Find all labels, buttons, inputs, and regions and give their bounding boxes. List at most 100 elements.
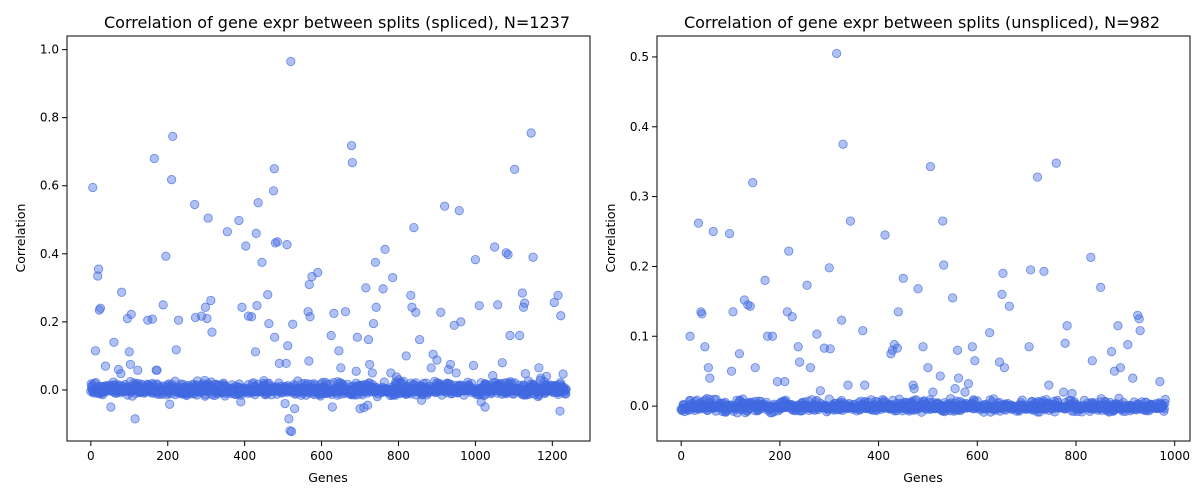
undefined-data-point: [352, 332, 362, 342]
undefined-data-point: [283, 341, 293, 351]
undefined-data-point: [1087, 356, 1097, 366]
undefined-data-point: [1032, 172, 1043, 182]
undefined-y-tick-label: 0.8: [40, 111, 59, 125]
undefined-data-point: [253, 198, 263, 208]
undefined-data-point: [845, 216, 856, 226]
undefined-data-point: [805, 363, 816, 373]
undefined-data-point: [948, 293, 958, 303]
undefined-data-point: [313, 267, 323, 278]
undefined-data-point: [268, 186, 279, 196]
undefined-data-point: [327, 402, 337, 412]
undefined-data-point: [326, 330, 336, 341]
undefined-data-point: [488, 371, 498, 381]
undefined-x-tick-label: 800: [1065, 449, 1088, 463]
undefined-y-tick-label: 0.4: [40, 247, 59, 261]
spliced-y-axis-label: Correlation: [13, 204, 28, 273]
undefined-y-tick-label: 0.1: [630, 329, 649, 343]
undefined-data-point: [90, 346, 101, 356]
undefined-x-tick-label: 400: [867, 449, 890, 463]
undefined-data-point: [1086, 252, 1096, 262]
undefined-data-point: [985, 328, 995, 338]
undefined-data-point: [347, 158, 357, 168]
undefined-data-point: [173, 315, 184, 325]
undefined-data-point: [913, 284, 923, 294]
undefined-data-point: [1044, 380, 1054, 390]
undefined-data-point: [351, 366, 361, 376]
undefined-data-point: [340, 307, 351, 317]
undefined-x-tick-label: 800: [387, 449, 410, 463]
undefined-baseline-point: [561, 384, 571, 394]
undefined-y-tick-label: 0.2: [630, 259, 649, 273]
undefined-y-tick-label: 0.0: [40, 383, 59, 397]
undefined-baseline-point: [1160, 394, 1170, 405]
spliced-x-axis-label: Genes: [308, 470, 348, 485]
undefined-x-tick-label: 200: [156, 449, 179, 463]
undefined-data-point: [923, 363, 933, 373]
undefined-data-point: [480, 402, 490, 412]
undefined-data-point: [282, 240, 292, 250]
undefined-data-point: [1051, 158, 1061, 168]
undefined-data-point: [745, 301, 755, 311]
undefined-data-point: [257, 257, 267, 267]
undefined-data-point: [100, 361, 111, 371]
undefined-x-tick-label: 200: [768, 449, 791, 463]
undefined-data-point: [493, 300, 503, 310]
undefined-data-point: [748, 178, 758, 188]
undefined-x-tick-label: 400: [233, 449, 256, 463]
undefined-data-point: [1096, 282, 1106, 292]
undefined-y-tick-label: 0.6: [40, 179, 59, 193]
undefined-data-point: [250, 347, 261, 357]
undefined-data-point: [207, 327, 217, 337]
spliced-x-ticks: 0 200 400 600 800 1000 1200: [87, 441, 568, 463]
undefined-data-point: [451, 368, 461, 378]
undefined-data-point: [520, 369, 530, 379]
undefined-data-point: [526, 128, 536, 138]
undefined-data-point: [510, 164, 520, 175]
undefined-data-point: [133, 365, 143, 375]
undefined-data-point: [528, 252, 538, 262]
undefined-data-point: [270, 332, 280, 342]
undefined-data-point: [284, 414, 294, 424]
undefined-data-point: [1039, 266, 1049, 276]
undefined-data-point: [290, 404, 300, 414]
undefined-data-point: [767, 331, 778, 341]
undefined-data-point: [728, 307, 738, 317]
undefined-data-point: [426, 363, 436, 373]
undefined-data-point: [106, 402, 116, 412]
undefined-data-point: [685, 331, 695, 341]
undefined-data-point: [443, 364, 454, 375]
unspliced-x-ticks: 0 200 400 600 800 1000: [677, 441, 1190, 463]
unspliced-scatter-panel: Correlation of gene expr between splits …: [603, 13, 1191, 485]
undefined-data-point: [264, 318, 274, 329]
undefined-data-point: [824, 263, 834, 273]
unspliced-y-axis-label: Correlation: [603, 204, 618, 273]
undefined-data-point: [843, 380, 853, 390]
undefined-data-point: [474, 300, 484, 311]
undefined-data-point: [515, 330, 525, 341]
undefined-data-point: [1024, 342, 1034, 352]
undefined-data-point: [1004, 301, 1014, 311]
undefined-data-point: [880, 230, 890, 240]
undefined-data-point: [1106, 347, 1117, 357]
undefined-y-tick-label: 0.3: [630, 190, 649, 204]
undefined-data-point: [190, 199, 200, 210]
undefined-data-point: [168, 131, 178, 141]
undefined-data-point: [116, 369, 126, 379]
undefined-data-point: [251, 228, 261, 238]
undefined-data-point: [378, 284, 388, 294]
undefined-data-point: [274, 358, 284, 368]
undefined-data-point: [241, 241, 251, 251]
undefined-data-point: [401, 351, 411, 361]
undefined-data-point: [1113, 321, 1123, 331]
undefined-data-point: [88, 182, 98, 193]
undefined-data-point: [901, 401, 911, 411]
undefined-data-point: [367, 368, 377, 378]
undefined-data-point: [468, 360, 479, 371]
undefined-data-point: [793, 342, 803, 352]
undefined-data-point: [734, 349, 745, 359]
undefined-data-point: [269, 164, 279, 174]
undefined-data-point: [836, 315, 847, 325]
unspliced-x-axis-label: Genes: [903, 470, 943, 485]
undefined-data-point: [246, 312, 257, 322]
undefined-data-point: [165, 399, 175, 409]
